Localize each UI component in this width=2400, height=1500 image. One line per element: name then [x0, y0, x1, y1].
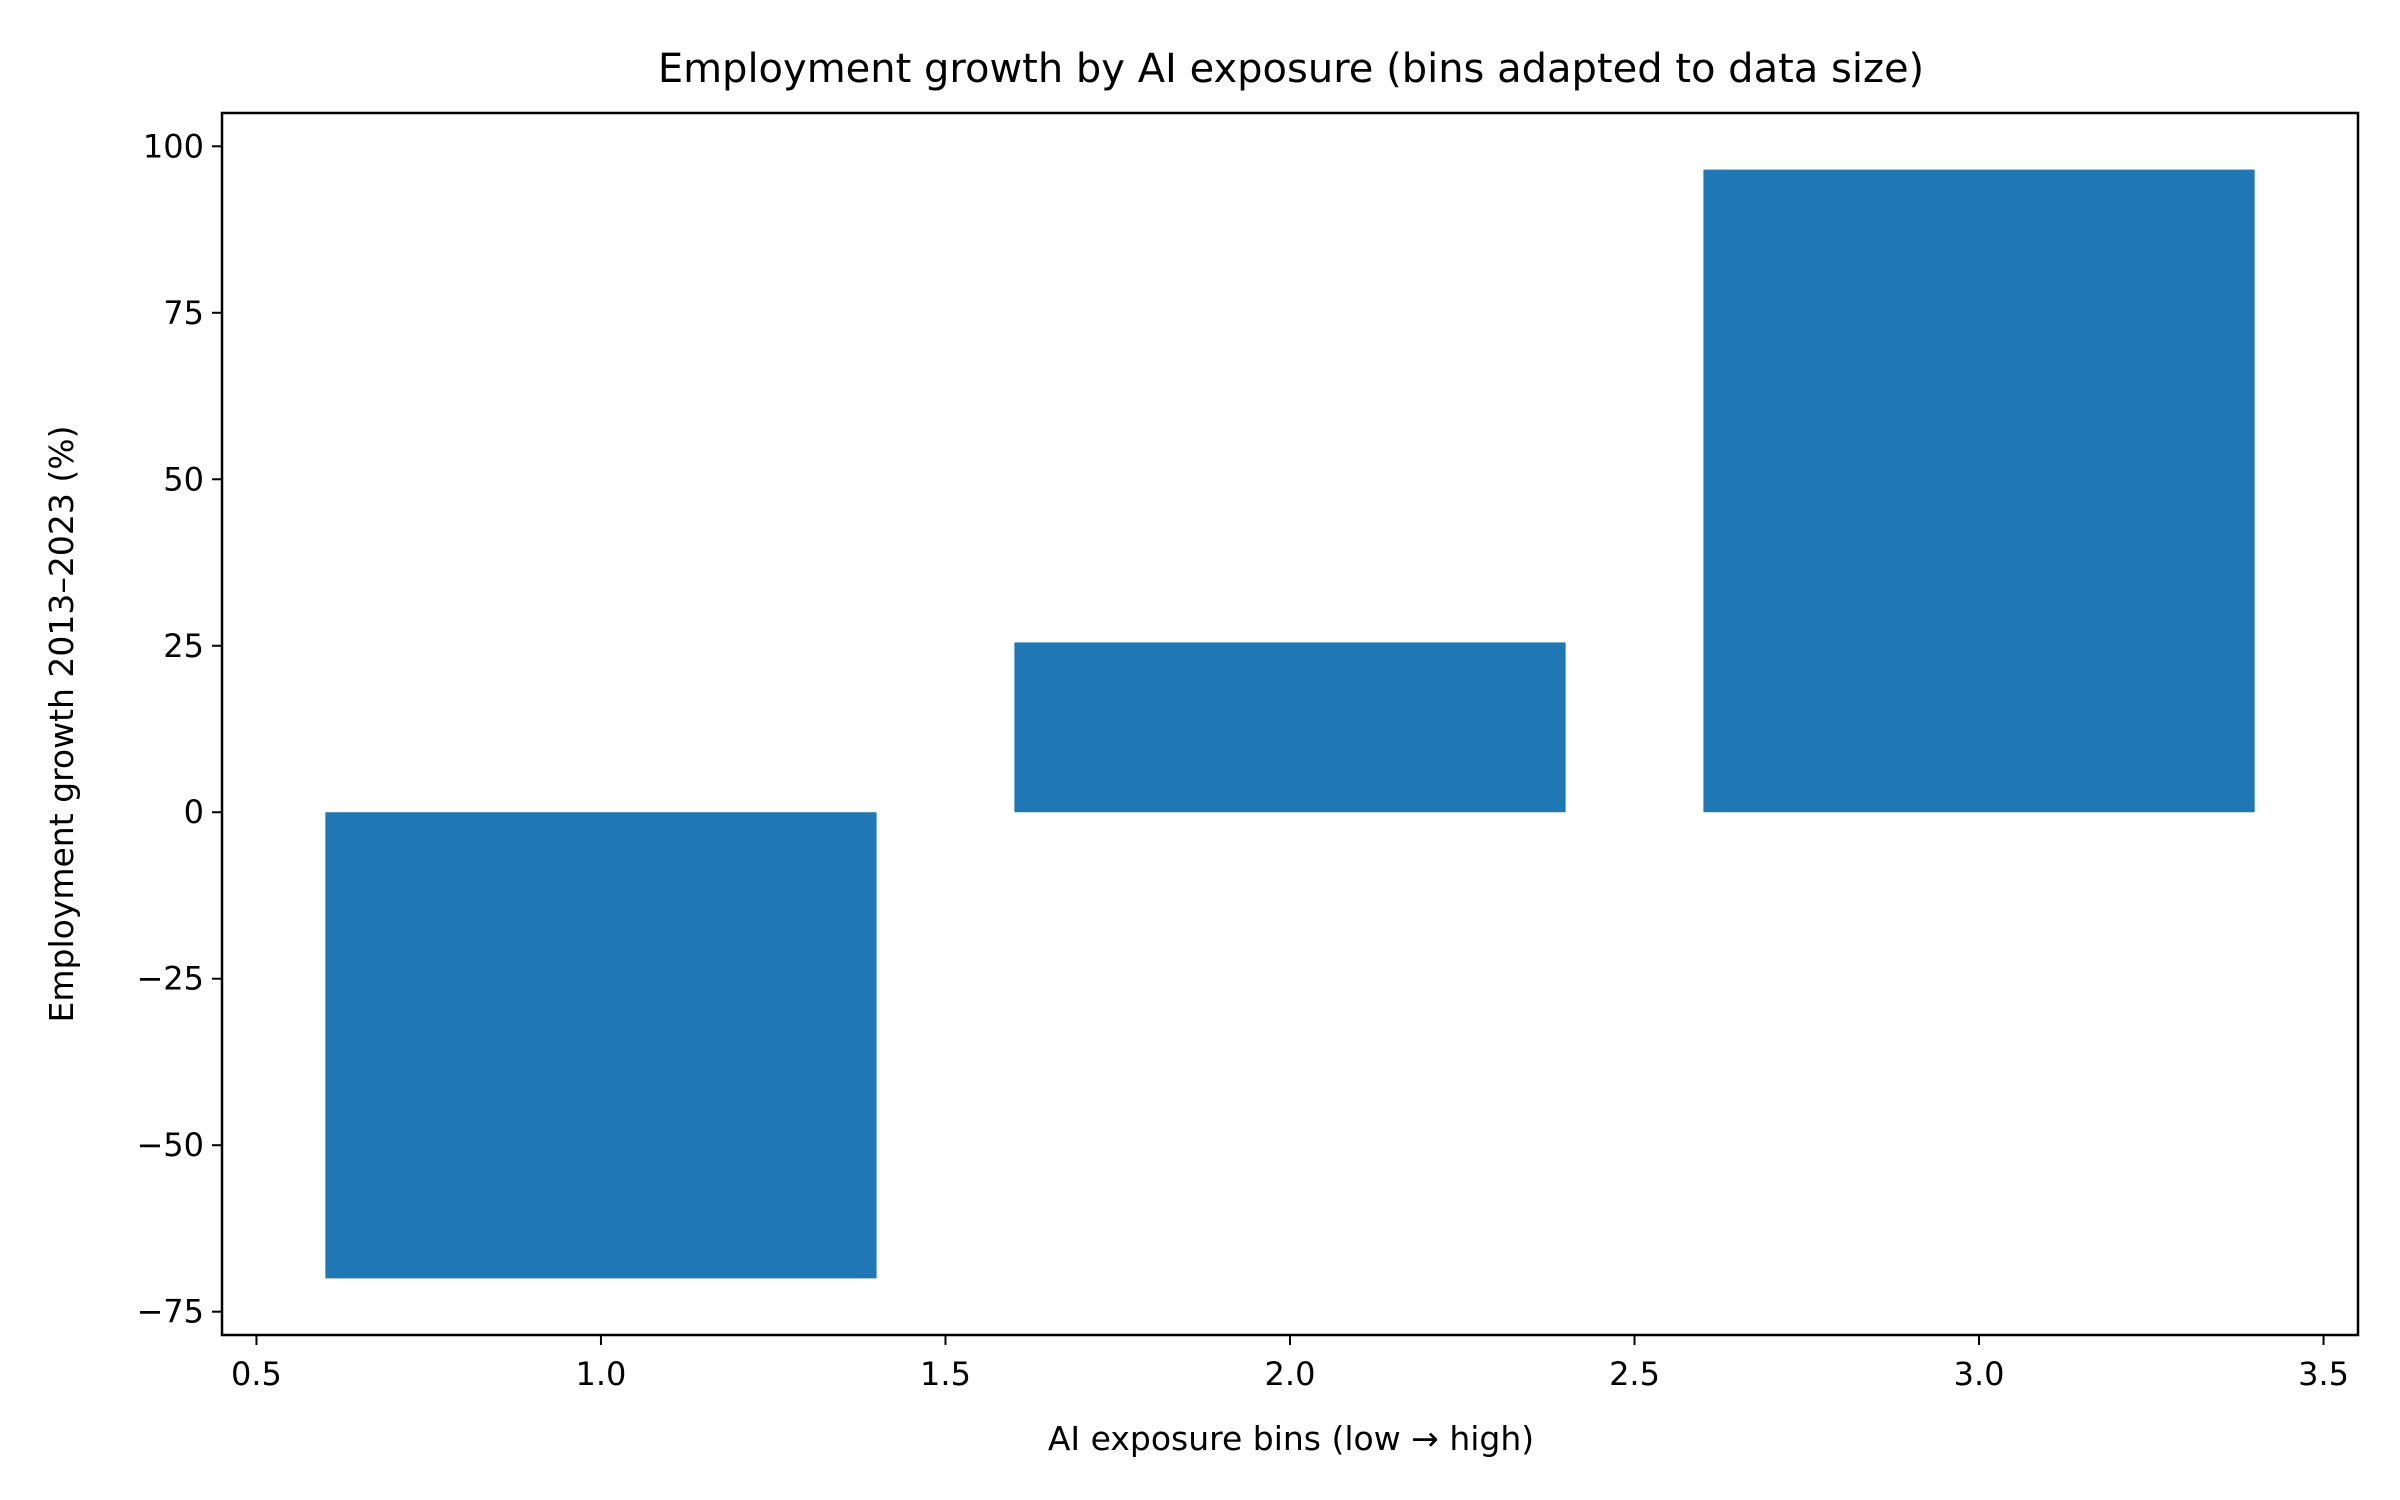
y-tick-label: −75: [136, 1293, 204, 1331]
bar-2: [1014, 642, 1566, 813]
y-axis-label: Employment growth 2013–2023 (%): [42, 426, 81, 1023]
x-tick-label: 2.0: [1265, 1355, 1316, 1393]
y-tick-label: −50: [136, 1126, 204, 1164]
y-tick-label: 0: [184, 793, 204, 831]
y-tick-label: −25: [136, 960, 204, 998]
y-tick-label: 50: [163, 460, 204, 498]
y-tick-label: 100: [143, 127, 204, 165]
x-axis: 0.5 1.0 1.5 2.0 2.5 3.0 3.5: [231, 1335, 2349, 1393]
x-tick-label: 0.5: [231, 1355, 282, 1393]
x-tick-label: 3.5: [2298, 1355, 2349, 1393]
y-tick-label: 75: [163, 294, 204, 332]
y-tick-label: 25: [163, 627, 204, 665]
x-axis-label: AI exposure bins (low → high): [1048, 1419, 1534, 1458]
bar-3: [1703, 169, 2255, 813]
bar-1: [325, 812, 877, 1279]
x-tick-label: 2.5: [1609, 1355, 1660, 1393]
bars-group: [325, 169, 2255, 1279]
x-tick-label: 1.5: [920, 1355, 971, 1393]
y-axis: −75 −50 −25 0 25 50 75 100: [136, 127, 222, 1331]
x-tick-label: 1.0: [576, 1355, 627, 1393]
chart-title: Employment growth by AI exposure (bins a…: [658, 46, 1924, 92]
x-tick-label: 3.0: [1954, 1355, 2005, 1393]
